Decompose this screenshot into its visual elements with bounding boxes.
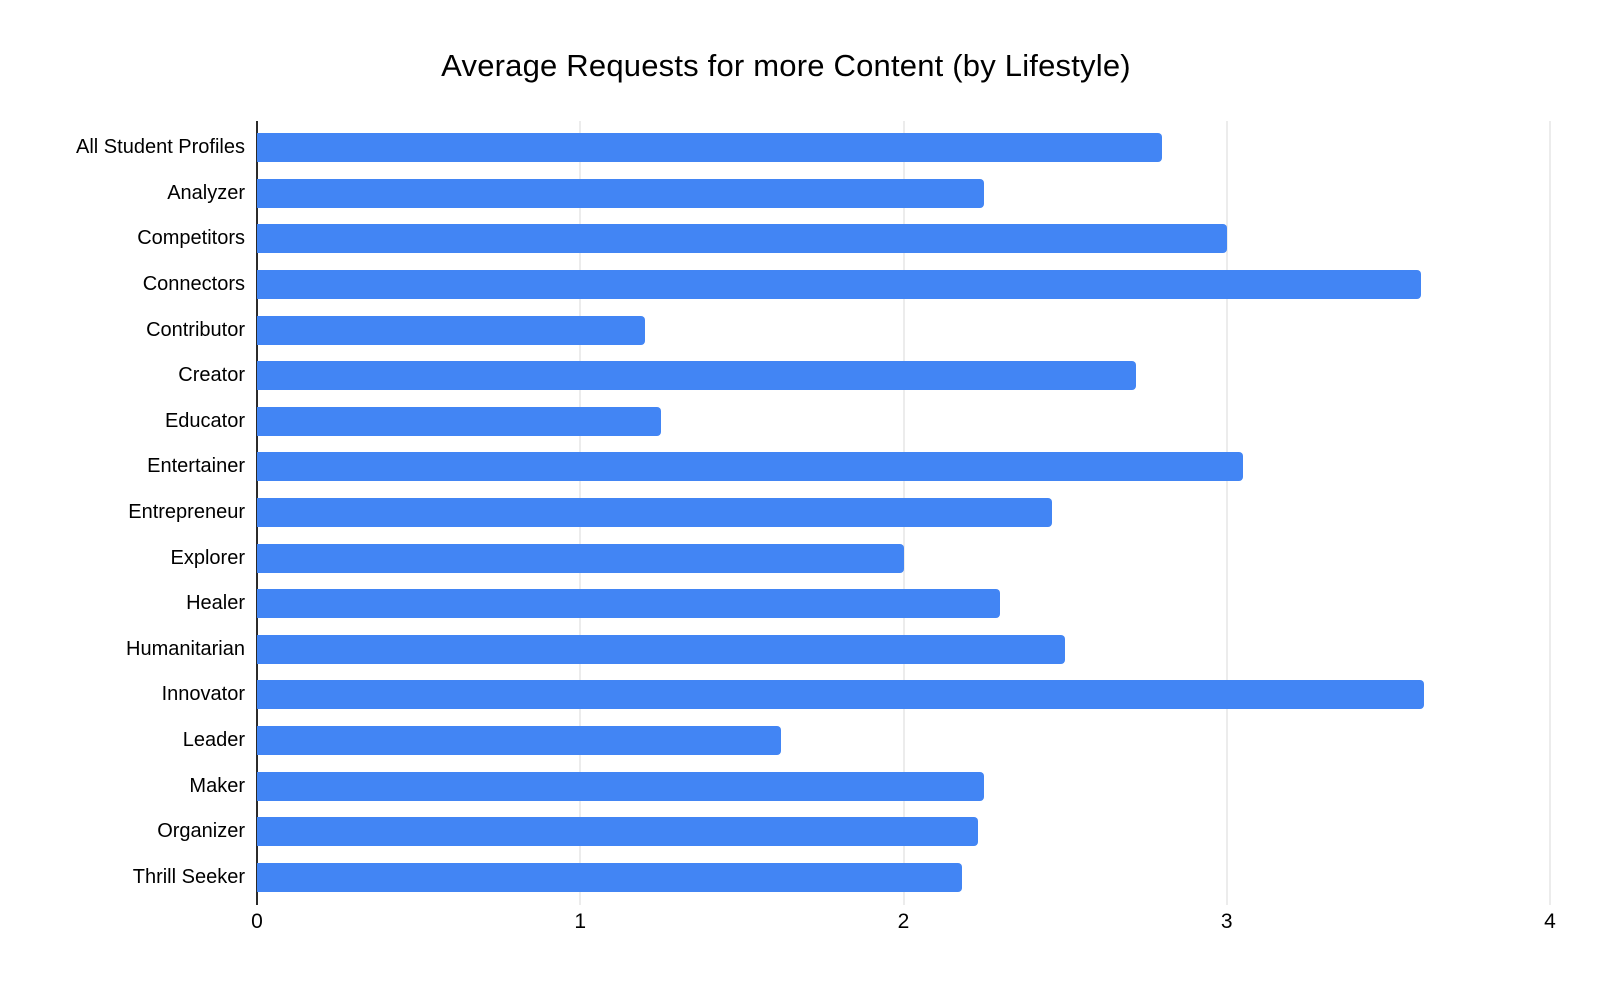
bar-track: [257, 672, 1550, 718]
category-label: All Student Profiles: [76, 136, 245, 159]
bar-track: [257, 399, 1550, 445]
x-axis: 0 1 2 3 4: [251, 910, 1556, 944]
category-label: Connectors: [142, 273, 245, 296]
bar-track: [257, 855, 1550, 901]
bar-row: Maker: [0, 763, 1550, 809]
bar-track: [257, 490, 1550, 536]
category-label: Innovator: [161, 683, 245, 706]
bar: [257, 133, 1163, 163]
bar-row: Humanitarian: [0, 627, 1550, 673]
category-label: Humanitarian: [126, 637, 245, 660]
bar: [257, 680, 1424, 710]
bar: [257, 270, 1421, 300]
x-tick-label: 0: [251, 910, 263, 933]
bar-track: [257, 353, 1550, 399]
bar: [257, 589, 1001, 619]
bar: [257, 406, 662, 436]
category-label: Organizer: [157, 820, 245, 843]
bar-row: Thrill Seeker: [0, 855, 1550, 901]
bar: [257, 771, 985, 801]
category-label: Competitors: [137, 227, 245, 250]
bar: [257, 315, 645, 345]
bar: [257, 726, 781, 756]
x-tick-label: 3: [1220, 910, 1233, 933]
bar-track: [257, 718, 1550, 764]
category-label: Entertainer: [147, 455, 245, 478]
bar-row: Creator: [0, 353, 1550, 399]
bar-row: Contributor: [0, 307, 1550, 353]
bar-row: Competitors: [0, 216, 1550, 262]
category-label: Explorer: [170, 546, 245, 569]
category-label: Entrepreneur: [128, 501, 245, 524]
bar-track: [257, 581, 1550, 627]
bar-track: [257, 307, 1550, 353]
x-tick-label: 1: [574, 910, 587, 933]
bar-row: All Student Profiles: [0, 125, 1550, 171]
category-label: Healer: [186, 592, 245, 615]
x-tick-label: 4: [1544, 910, 1556, 933]
bar-row: Entrepreneur: [0, 490, 1550, 536]
gridline: [1549, 121, 1551, 905]
bar: [257, 224, 1227, 254]
bar-row: Analyzer: [0, 171, 1550, 217]
bar-row: Leader: [0, 718, 1550, 764]
bar-track: [257, 171, 1550, 217]
bar-row: Organizer: [0, 809, 1550, 855]
bar: [257, 361, 1137, 391]
gridline: [1226, 121, 1228, 905]
bar-rows: All Student Profiles Analyzer Competitors C…: [0, 125, 1550, 900]
bar: [257, 452, 1243, 482]
category-label: Contributor: [146, 318, 245, 341]
bar: [257, 817, 978, 847]
x-tick-label: 2: [897, 910, 910, 933]
category-label: Creator: [178, 364, 245, 387]
category-label: Analyzer: [167, 181, 245, 204]
bar: [257, 862, 962, 892]
bar-row: Connectors: [0, 262, 1550, 308]
bar-row: Innovator: [0, 672, 1550, 718]
chart-title: Average Requests for more Content (by Li…: [441, 48, 1131, 83]
category-label: Thrill Seeker: [132, 865, 245, 888]
bar-row: Explorer: [0, 535, 1550, 581]
bar-row: Educator: [0, 399, 1550, 445]
category-label: Maker: [189, 774, 245, 797]
category-label: Leader: [182, 729, 245, 752]
bar-row: Entertainer: [0, 444, 1550, 490]
bar-track: [257, 125, 1550, 171]
bar: [257, 634, 1066, 664]
bar-track: [257, 444, 1550, 490]
category-label: Educator: [164, 409, 245, 432]
bar-track: [257, 216, 1550, 262]
bar: [257, 498, 1053, 528]
bar-track: [257, 809, 1550, 855]
bar: [257, 543, 904, 573]
bar-track: [257, 262, 1550, 308]
bar: [257, 178, 985, 208]
bar-track: [257, 763, 1550, 809]
bar-track: [257, 535, 1550, 581]
bar-row: Healer: [0, 581, 1550, 627]
bar-track: [257, 627, 1550, 673]
